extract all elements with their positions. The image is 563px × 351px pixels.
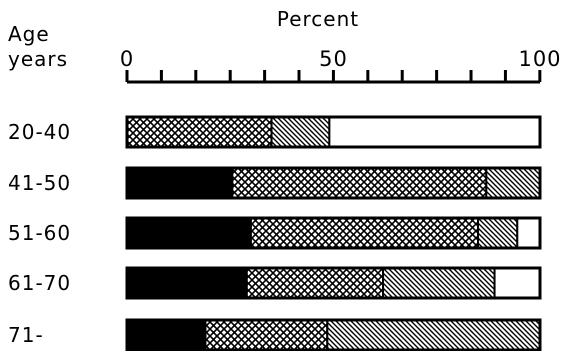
- y-axis-title-line2: years: [8, 47, 68, 71]
- bar-outline: [125, 266, 542, 300]
- bar-segment-solid: [126, 267, 248, 299]
- category-label: 41-50: [8, 171, 71, 195]
- bar-segment-empty: [516, 217, 541, 249]
- category-labels: 20-40 41-50 51-60 61-70 71-: [8, 120, 71, 347]
- bar-segment-empty: [493, 267, 542, 299]
- x-axis: 0 50 100: [120, 47, 561, 84]
- category-label: 61-70: [8, 271, 71, 295]
- x-tick-label: 50: [319, 47, 348, 71]
- category-label: 20-40: [8, 120, 71, 144]
- bars-group: [125, 115, 542, 351]
- bar-segment-diagonal: [485, 167, 541, 199]
- bar-segment-diagonal: [270, 116, 331, 148]
- bar-outline: [125, 115, 542, 149]
- bar-outline: [125, 318, 542, 351]
- bar-segment-solid: [126, 217, 252, 249]
- bar-segment-crosshatch: [245, 267, 385, 299]
- y-axis-title-line1: Age: [8, 22, 50, 46]
- bar-segment-crosshatch: [249, 217, 480, 249]
- bar-segment-crosshatch: [126, 116, 273, 148]
- bar-segment-diagonal: [326, 319, 541, 351]
- bar-segment-diagonal: [477, 217, 519, 249]
- x-tick-label: 0: [120, 47, 134, 71]
- bar-outline: [125, 216, 542, 250]
- bar-segment-diagonal: [382, 267, 496, 299]
- bar-segment-solid: [126, 167, 234, 199]
- category-label: 71-: [8, 323, 44, 347]
- bar-segment-crosshatch: [231, 167, 488, 199]
- bar-segment-crosshatch: [204, 319, 329, 351]
- category-label: 51-60: [8, 221, 71, 245]
- x-axis-title: Percent: [277, 7, 359, 31]
- bar-outline: [125, 166, 542, 200]
- bar-segment-solid: [126, 319, 207, 351]
- x-tick-label: 100: [518, 47, 561, 71]
- bar-segment-empty: [328, 116, 541, 148]
